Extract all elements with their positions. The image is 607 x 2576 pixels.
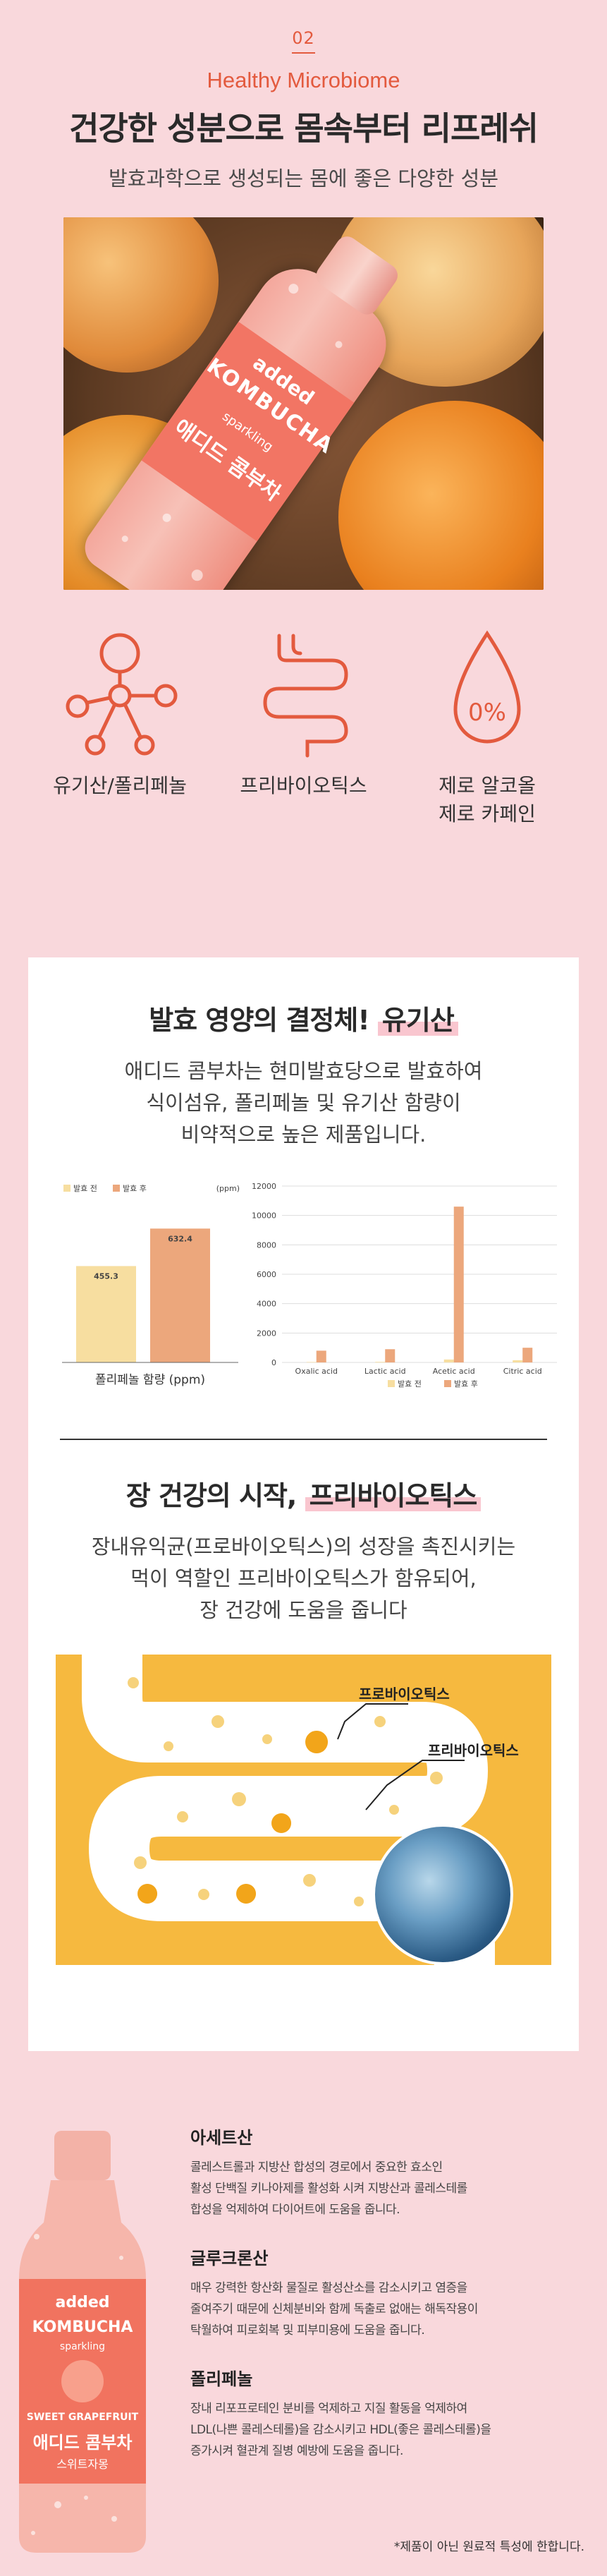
y-tick-label: 2000 xyxy=(257,1329,276,1338)
organic-acid-bar xyxy=(453,1207,464,1362)
legend-swatch xyxy=(63,1185,70,1192)
ingredient-title: 글루크론산 xyxy=(190,2249,269,2268)
title-highlight: 프리바이오틱스 xyxy=(305,1480,482,1511)
feature-icons: 유기산/폴리페놀 프리바이오틱스 0% 제로 알코올 제로 카페인 xyxy=(28,625,579,828)
feature-organic-acid: 유기산/폴리페놀 xyxy=(28,625,211,828)
x-tick-label: Citric acid xyxy=(503,1367,542,1376)
ingredient-text: 장내 리포프로테인 분비를 억제하고 지질 활동을 억제하여 LDL(나쁜 콜레… xyxy=(190,2402,491,2458)
legend-label: 발효 후 xyxy=(123,1184,147,1193)
section-divider xyxy=(60,1439,547,1440)
grapefruit-image xyxy=(63,217,219,373)
y-tick-label: 12000 xyxy=(252,1182,276,1191)
ingredient-item: 글루크론산 매우 강력한 항산화 물질로 활성산소를 감소시키고 염증을 줄여주… xyxy=(190,2244,585,2341)
unit-label: (ppm) xyxy=(216,1184,240,1193)
feature-prebiotics: 프리바이오틱스 xyxy=(212,625,396,828)
bottle-flavor-kr: 스위트자몽 xyxy=(56,2457,109,2471)
organic-acid-bar xyxy=(443,1359,454,1362)
y-tick-label: 8000 xyxy=(257,1240,276,1250)
x-tick-label: Oxalic acid xyxy=(295,1367,338,1376)
organic-acid-bar xyxy=(513,1360,523,1362)
bar-value-label: 455.3 xyxy=(94,1271,118,1281)
bottle-sparkling: sparkling xyxy=(60,2341,105,2352)
drop-text: 0% xyxy=(468,699,506,727)
title-highlight: 유기산 xyxy=(377,1005,458,1036)
zero-percent-drop-icon: 0% xyxy=(453,630,521,744)
feature-label: 제로 알코올 제로 카페인 xyxy=(396,772,579,828)
polyphenol-bar xyxy=(76,1266,136,1362)
legend-label: 발효 전 xyxy=(398,1379,422,1389)
hero-section: 02 Healthy Microbiome 건강한 성분으로 몸속부터 리프레쉬… xyxy=(0,0,607,590)
bottle-flavor-en: SWEET GRAPEFRUIT xyxy=(27,2412,139,2423)
probiotics-tag: 프로바이오틱스 xyxy=(359,1686,450,1703)
ingredient-list: 아세트산 콜레스트롤과 지방산 합성의 경로에서 중요한 효소인 활성 단백질 … xyxy=(190,2124,585,2486)
organic-acid-description: 애디드 콤부차는 현미발효당으로 발효하여 식이섬유, 폴리페놀 및 유기산 함… xyxy=(124,1059,483,1147)
organic-acid-bar xyxy=(522,1348,533,1362)
prebiotics-title: 장 건강의 시작, 프리바이오틱스 xyxy=(28,1474,579,1513)
footnote: *제품이 아닌 원료적 특성에 한합니다. xyxy=(393,2540,584,2554)
title-prefix: 발효 영양의 결정체! xyxy=(149,1005,378,1036)
x-tick-label: Acetic acid xyxy=(433,1367,475,1376)
ingredient-title: 폴리페놀 xyxy=(190,2369,253,2389)
prebiotics-description: 장내유익균(프로바이오틱스)의 성장을 촉진시키는 먹이 역할인 프리바이오틱스… xyxy=(91,1535,516,1622)
zero-alcohol-label: 제로 알코올 xyxy=(439,774,536,797)
legend-label: 발효 후 xyxy=(454,1379,478,1389)
ingredient-text: 콜레스트롤과 지방산 합성의 경로에서 중요한 효소인 활성 단백질 키나아제를… xyxy=(190,2160,467,2217)
gut-illustration: 프로바이오틱스 프리바이오틱스 xyxy=(56,1655,551,1965)
organic-acid-bar xyxy=(385,1349,396,1362)
bottle-brand: added xyxy=(55,2294,109,2311)
section-number: 02 xyxy=(292,28,315,54)
organic-acid-title: 발효 영양의 결정체! 유기산 xyxy=(28,998,579,1037)
ingredients-section: added KOMBUCHA sparkling SWEET GRAPEFRUI… xyxy=(0,2103,607,2576)
sub-title: 발효과학으로 생성되는 몸에 좋은 다양한 성분 xyxy=(108,167,498,191)
bottle-name: KOMBUCHA xyxy=(32,2318,133,2336)
ingredient-item: 아세트산 콜레스트롤과 지방산 합성의 경로에서 중요한 효소인 활성 단백질 … xyxy=(190,2124,585,2220)
charts-row: 발효 전 발효 후 (ppm) 455.3 632.4 폴리페놀 함량 (ppm) 0 20… xyxy=(28,1172,579,1412)
ingredient-title: 아세트산 xyxy=(190,2128,253,2148)
y-tick-label: 10000 xyxy=(252,1211,276,1221)
zero-caffeine-label: 제로 카페인 xyxy=(439,802,536,826)
title-prefix: 장 건강의 시작, xyxy=(125,1480,305,1511)
organic-acid-bar xyxy=(316,1350,326,1362)
y-tick-label: 0 xyxy=(271,1358,276,1367)
polyphenol-chart: 발효 전 발효 후 (ppm) 455.3 632.4 폴리페놀 함량 (ppm) xyxy=(62,1184,240,1387)
x-tick-label: Lactic acid xyxy=(364,1367,406,1376)
english-title: Healthy Microbiome xyxy=(207,68,400,92)
main-title: 건강한 성분으로 몸속부터 리프레쉬 xyxy=(69,109,539,147)
ingredient-item: 폴리페놀 장내 리포프로테인 분비를 억제하고 지질 활동을 억제하여 LDL(… xyxy=(190,2365,585,2462)
organic-acid-chart: 0 2000 4000 6000 8000 10000 12000 Oxalic acid La… xyxy=(252,1182,557,1389)
y-tick-label: 4000 xyxy=(257,1300,276,1309)
bottle-name-kr: 애디드 콤부차 xyxy=(33,2433,133,2453)
feature-label: 유기산/폴리페놀 xyxy=(53,774,187,797)
y-tick-label: 6000 xyxy=(257,1270,276,1279)
legend-label: 발효 전 xyxy=(73,1184,97,1193)
product-bottle-image: added KOMBUCHA sparkling SWEET GRAPEFRUI… xyxy=(19,2131,146,2553)
polyphenol-bar xyxy=(150,1228,210,1362)
prebiotics-tag: 프리바이오틱스 xyxy=(428,1742,519,1759)
product-photo: added KOMBUCHA sparkling 애디드 콤부차 xyxy=(63,217,544,590)
info-card: 발효 영양의 결정체! 유기산 애디드 콤부차는 현미발효당으로 발효하여 식이… xyxy=(28,957,579,2051)
ingredient-text: 매우 강력한 항산화 물질로 활성산소를 감소시키고 염증을 줄여주기 때문에 … xyxy=(190,2281,478,2338)
bacteria-image xyxy=(372,1824,513,1965)
x-axis-label: 폴리페놀 함량 (ppm) xyxy=(95,1373,205,1387)
intestine-icon xyxy=(262,634,348,758)
bar-value-label: 632.4 xyxy=(168,1234,192,1243)
grapefruit-image xyxy=(338,401,544,590)
molecule-icon xyxy=(66,633,178,756)
feature-zero: 0% 제로 알코올 제로 카페인 xyxy=(396,625,579,828)
legend-swatch xyxy=(388,1380,395,1387)
legend-swatch xyxy=(113,1185,120,1192)
feature-label: 프리바이오틱스 xyxy=(240,774,367,797)
legend-swatch xyxy=(444,1380,451,1387)
